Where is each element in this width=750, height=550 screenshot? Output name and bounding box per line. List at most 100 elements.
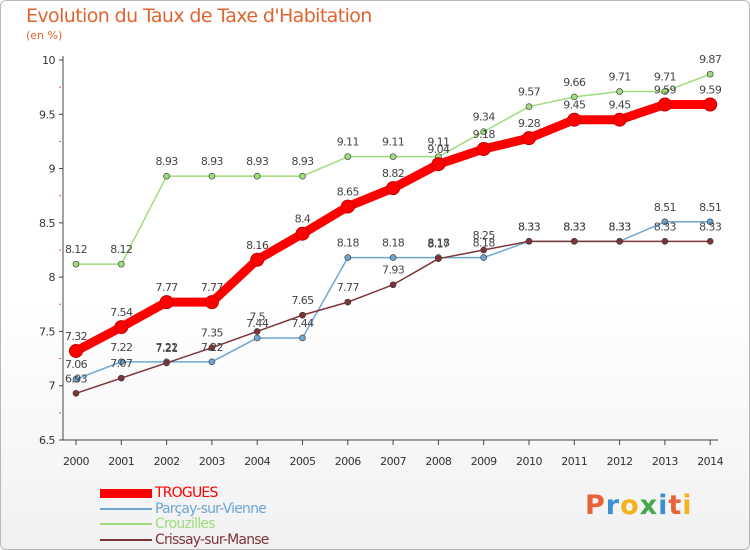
data-label: 8.33 — [518, 220, 541, 233]
data-point — [208, 172, 216, 180]
data-point — [431, 157, 446, 172]
data-point — [706, 238, 714, 245]
logo-letter: t — [668, 490, 683, 521]
data-label: 8.17 — [427, 238, 450, 251]
data-point — [118, 260, 125, 268]
data-point — [118, 358, 125, 366]
legend-label: TROGUES — [155, 485, 218, 501]
data-label: 7.32 — [65, 330, 87, 343]
data-point — [253, 172, 261, 180]
data-point — [706, 70, 714, 78]
data-point — [253, 328, 261, 335]
data-label: 9.34 — [473, 111, 496, 124]
data-point — [295, 226, 310, 241]
data-label: 6.93 — [65, 372, 88, 385]
data-label: 9.45 — [609, 99, 632, 112]
legend-swatch — [100, 538, 152, 541]
x-tick-label: 2010 — [516, 455, 542, 468]
logo-letter: x — [639, 490, 659, 521]
data-point — [703, 97, 718, 112]
data-label: 8.65 — [337, 186, 360, 199]
data-point — [616, 88, 623, 95]
legend-swatch — [100, 523, 152, 525]
data-label: 9.11 — [427, 136, 449, 149]
data-label: 8.93 — [246, 155, 269, 168]
data-point — [386, 181, 401, 196]
data-point — [480, 254, 488, 261]
data-point — [616, 238, 623, 245]
x-tick-label: 2002 — [154, 455, 180, 468]
data-label: 8.51 — [654, 201, 676, 214]
data-point — [299, 311, 306, 319]
data-label: 7.44 — [246, 317, 269, 330]
legend-label: Parçay-sur-Vienne — [155, 500, 267, 517]
data-label: 8.93 — [156, 155, 179, 168]
data-label: 9.45 — [563, 99, 586, 112]
data-point — [299, 334, 306, 342]
y-tick-label: 8 — [49, 271, 56, 284]
data-point — [480, 246, 488, 254]
logo-letter: i — [682, 490, 693, 521]
data-point — [661, 238, 669, 245]
x-tick-label: 2011 — [561, 455, 587, 468]
data-point — [208, 344, 216, 352]
data-label: 9.28 — [518, 117, 541, 130]
x-tick-label: 2007 — [380, 455, 406, 468]
logo-letter: r — [605, 490, 621, 521]
x-tick-label: 2013 — [652, 455, 678, 468]
data-label: 9.71 — [654, 70, 676, 83]
data-label: 9.04 — [427, 143, 450, 156]
data-point — [570, 93, 578, 101]
data-label: 8.18 — [382, 237, 405, 250]
x-tick-label: 2014 — [697, 455, 723, 468]
data-label: 8.51 — [699, 201, 721, 214]
data-point — [567, 112, 582, 127]
data-point — [476, 142, 491, 157]
data-point — [661, 218, 669, 226]
data-point — [163, 172, 170, 180]
data-point — [389, 281, 397, 289]
y-tick-label: 6.5 — [39, 434, 55, 447]
data-point — [389, 153, 397, 160]
data-point — [525, 238, 533, 245]
data-label: 7.93 — [382, 264, 405, 277]
data-point — [661, 88, 669, 95]
data-label: 8.33 — [518, 220, 541, 233]
unit-label: (en %) — [26, 29, 63, 42]
data-label: 9.59 — [699, 84, 722, 97]
data-label: 9.11 — [382, 136, 404, 149]
data-label: 8.18 — [473, 237, 496, 250]
y-tick-label: 9 — [49, 163, 56, 176]
data-label: 7.5 — [249, 310, 265, 323]
data-label: 8.16 — [246, 239, 269, 252]
data-label: 8.33 — [654, 220, 677, 233]
data-label: 7.22 — [201, 341, 223, 354]
data-label: 8.25 — [473, 229, 496, 242]
data-label: 9.57 — [518, 86, 541, 99]
data-label: 9.11 — [337, 136, 359, 149]
data-point — [525, 103, 533, 110]
data-label: 8.93 — [201, 155, 224, 168]
data-point — [344, 254, 352, 261]
data-label: 7.65 — [291, 294, 314, 307]
x-tick-label: 2009 — [471, 455, 497, 468]
data-label: 8.82 — [382, 167, 404, 180]
data-point — [114, 320, 129, 335]
logo-letter: o — [620, 490, 640, 521]
legend-label: Crissay-sur-Manse — [155, 531, 269, 548]
logo-letter: P — [585, 490, 606, 521]
y-tick-label: 7.5 — [39, 325, 55, 338]
data-point — [163, 359, 170, 367]
data-label: 9.59 — [654, 84, 677, 97]
data-label: 8.33 — [563, 220, 586, 233]
legend-swatch — [100, 507, 152, 510]
legend-label: Crouzilles — [155, 516, 215, 532]
data-label: 8.33 — [609, 220, 632, 233]
data-label: 8.33 — [563, 220, 586, 233]
data-label: 8.12 — [65, 243, 87, 256]
y-tick-label: 7 — [49, 380, 56, 393]
data-point — [340, 199, 355, 214]
data-label: 8.93 — [291, 155, 314, 168]
data-point — [570, 238, 578, 245]
